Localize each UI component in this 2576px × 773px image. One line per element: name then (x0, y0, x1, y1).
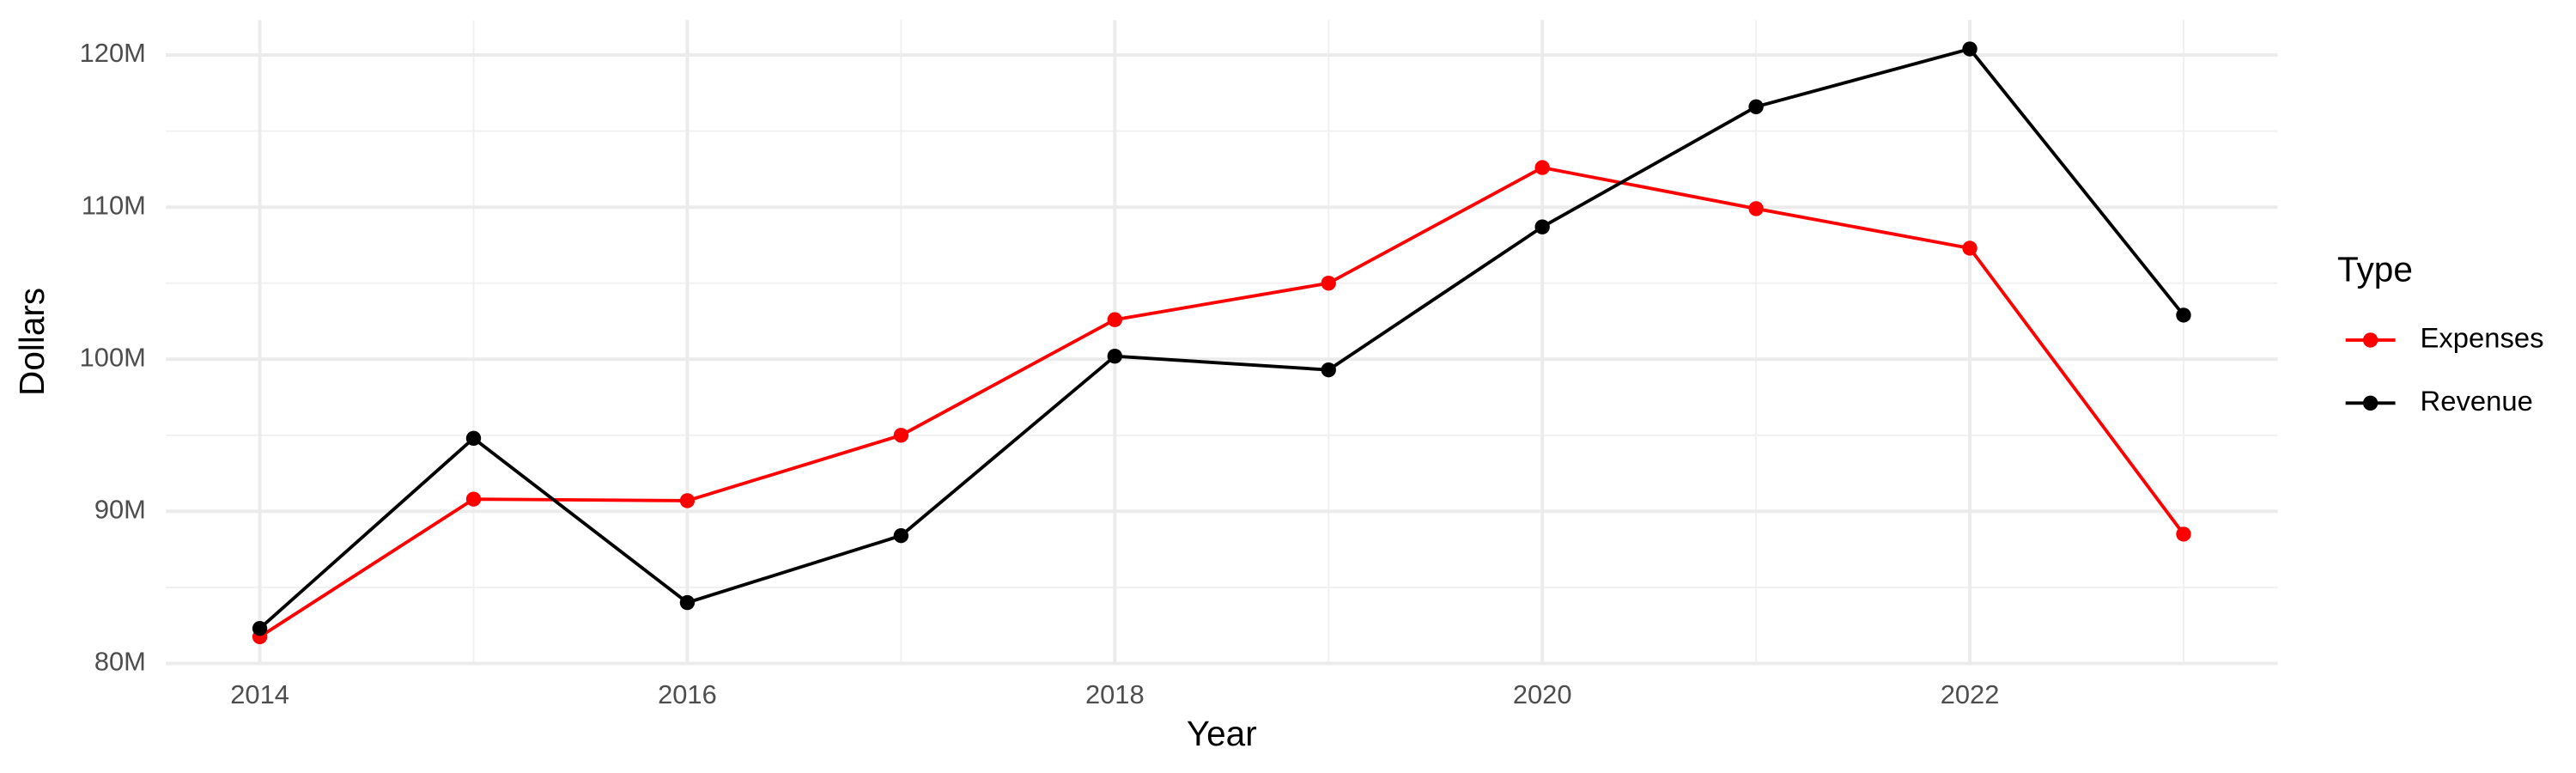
data-point (1962, 240, 1978, 256)
legend-key-point (2362, 395, 2379, 411)
data-point (679, 594, 696, 611)
legend-label: Revenue (2421, 385, 2533, 417)
data-point (252, 620, 268, 636)
data-point (465, 430, 482, 447)
y-tick-label: 100M (80, 342, 146, 372)
data-point (1321, 276, 1336, 291)
data-point (679, 493, 696, 508)
data-point (1107, 349, 1123, 364)
legend-key-point (2362, 332, 2379, 348)
data-point (893, 428, 909, 443)
data-point (1534, 219, 1550, 234)
data-point (1748, 201, 1764, 216)
data-point (1534, 160, 1550, 175)
series-line (258, 166, 2185, 639)
data-point (1321, 362, 1336, 378)
data-point (893, 527, 909, 544)
x-tick-label: 2014 (230, 679, 289, 709)
data-point (2176, 526, 2191, 542)
x-tick-label: 2016 (658, 679, 717, 709)
legend-title: Type (2337, 249, 2413, 289)
y-tick-label: 110M (82, 190, 146, 220)
x-tick-label: 2018 (1085, 679, 1145, 709)
x-tick-label: 2020 (1513, 679, 1572, 709)
y-tick-label: 90M (94, 494, 146, 524)
series-line (258, 46, 2185, 630)
data-point (465, 491, 482, 507)
legend-label: Expenses (2421, 322, 2544, 354)
x-tick-label: 2022 (1941, 679, 2000, 709)
data-point (1962, 41, 1978, 57)
y-axis-title: Dollars (12, 288, 52, 396)
y-tick-label: 80M (94, 647, 146, 677)
data-point (2176, 307, 2191, 323)
y-tick-label: 120M (80, 38, 146, 68)
x-axis-title: Year (1187, 714, 1257, 753)
data-point (1748, 99, 1764, 114)
data-point (1107, 312, 1123, 327)
